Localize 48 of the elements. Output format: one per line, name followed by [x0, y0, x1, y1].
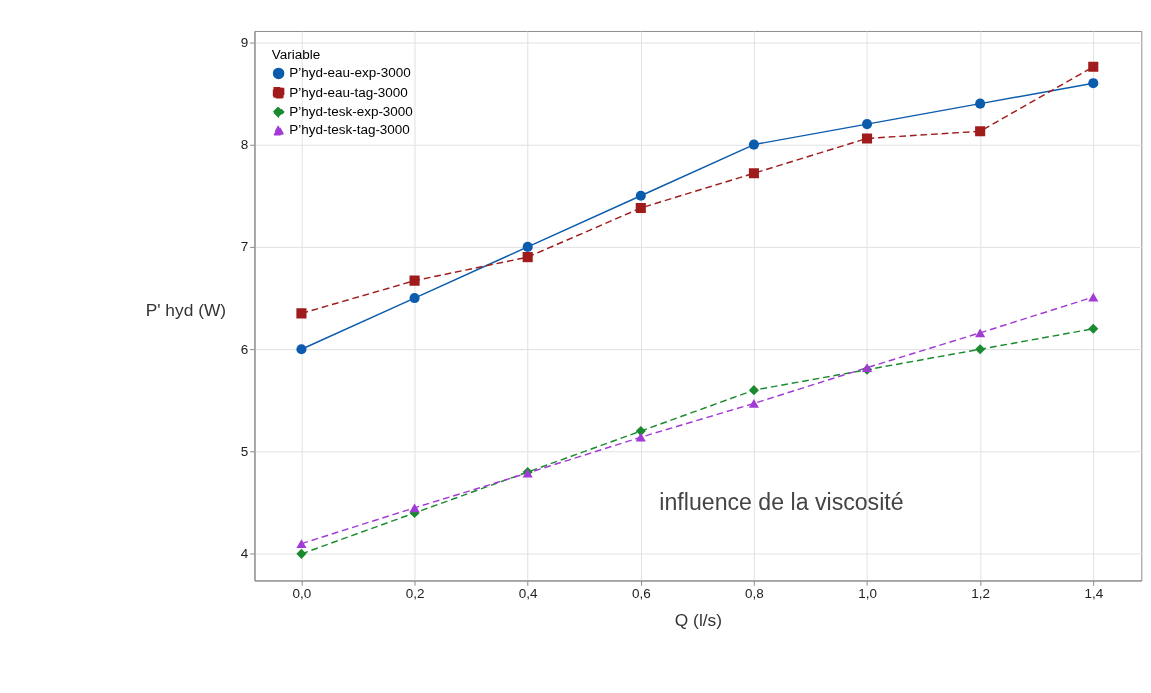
point — [1088, 78, 1099, 89]
point — [748, 399, 759, 408]
legend-label: P’hyd-eau-tag-3000 — [289, 84, 408, 100]
legend-label: P’hyd-eau-exp-3000 — [289, 65, 411, 81]
point — [296, 539, 307, 549]
point — [635, 202, 646, 214]
point — [748, 385, 759, 396]
point — [296, 308, 307, 319]
point — [1088, 61, 1099, 72]
annotation: influence de la viscosité — [659, 489, 904, 516]
legend-label: P’hyd-tesk-exp-3000 — [289, 103, 413, 119]
point — [975, 98, 986, 109]
legend-label: P’hyd-tesk-tag-3000 — [289, 122, 410, 138]
point — [748, 168, 759, 179]
y-tick-label: 4 — [240, 546, 249, 562]
point — [635, 190, 646, 201]
x-axis-title: Q (l/s) — [674, 610, 723, 631]
point — [975, 126, 986, 137]
x-tick-label: 1,0 — [858, 586, 877, 602]
point — [748, 139, 759, 150]
point — [409, 503, 420, 513]
point — [522, 252, 533, 263]
x-tick-label: 0,2 — [405, 586, 425, 602]
point — [296, 344, 307, 355]
y-tick-label: 5 — [240, 443, 249, 459]
y-axis-title: P' hyd (W) — [145, 299, 227, 320]
point — [296, 548, 307, 559]
point — [861, 133, 873, 144]
point — [1088, 292, 1099, 302]
point — [1088, 323, 1099, 334]
y-tick-label: 6 — [240, 341, 249, 357]
point — [975, 344, 986, 355]
x-tick-label: 1,2 — [971, 586, 991, 602]
point — [975, 328, 986, 338]
x-tick-label: 0,0 — [292, 586, 312, 602]
x-tick-label: 1,4 — [1084, 586, 1104, 602]
point — [409, 293, 420, 304]
x-tick-label: 0,6 — [631, 586, 651, 602]
point — [635, 432, 646, 442]
point — [409, 275, 420, 286]
y-tick-label: 7 — [240, 239, 249, 255]
point — [861, 119, 873, 130]
y-tick-label: 9 — [240, 34, 249, 50]
x-tick-label: 0,4 — [518, 586, 539, 602]
point — [522, 241, 533, 252]
y-tick-label: 8 — [240, 136, 249, 152]
legend-title: Variable — [271, 46, 321, 62]
x-tick-label: 0,8 — [745, 586, 764, 602]
